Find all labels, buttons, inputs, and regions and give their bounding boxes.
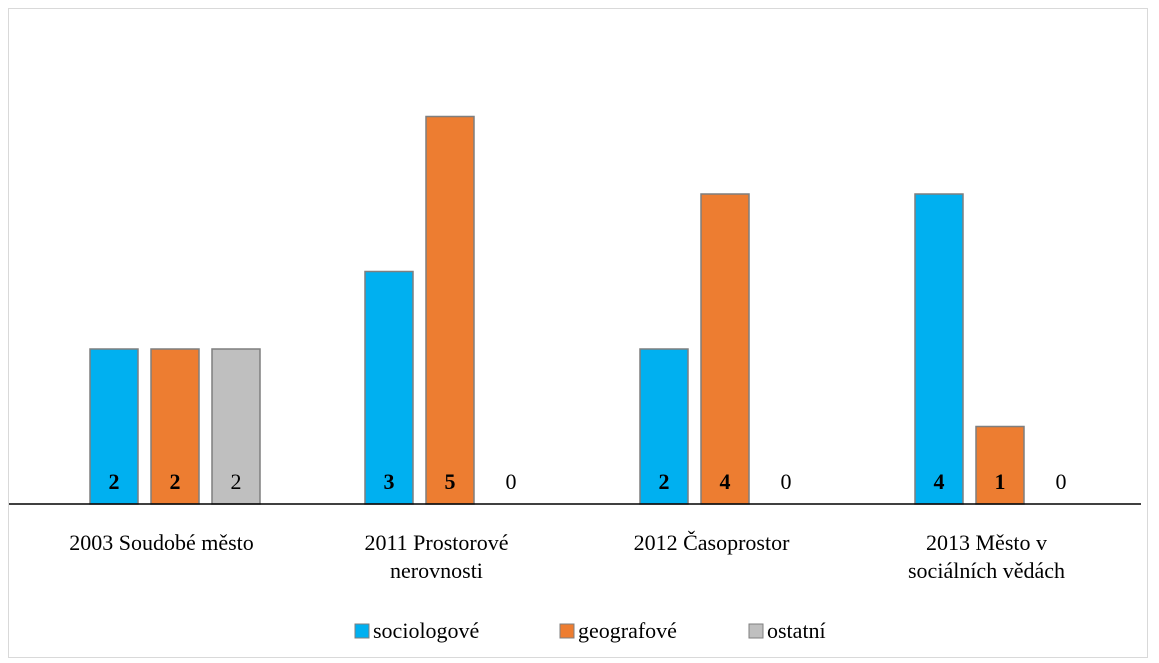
category-label-3: 2012 Časoprostor (634, 530, 791, 555)
data-label-ostatní-1: 2 (231, 469, 242, 494)
data-label-ostatní-3: 0 (781, 469, 792, 494)
bar-sociologové-4 (914, 193, 964, 505)
data-label-geografové-3: 4 (720, 469, 731, 494)
category-label-4: 2013 Město v sociálních vědách (908, 530, 1065, 583)
bar-geografové-2 (425, 115, 475, 505)
chart-frame: 2 2 2 2003 Soudobé město 3 5 0 2011 Prostorové n… (8, 8, 1148, 658)
data-label-sociologové-3: 2 (659, 469, 670, 494)
bar-chart: 2 2 2 2003 Soudobé město 3 5 0 2011 Prostorové n… (9, 115, 1141, 643)
legend-label-sociologové: sociologové (373, 618, 479, 643)
bar-ostatní-1 (211, 348, 261, 505)
data-label-geografové-4: 1 (995, 469, 1006, 494)
data-label-sociologové-2: 3 (384, 469, 395, 494)
bar-geografové-4 (975, 425, 1025, 505)
category-label-2: 2011 Prostorové nerovnosti (364, 530, 508, 583)
legend-swatch-ostatní (748, 623, 764, 639)
data-label-sociologové-4: 4 (934, 469, 945, 494)
legend-swatch-geografové (559, 623, 575, 639)
bar-geografové-1 (150, 348, 200, 505)
bar-geografové-3 (700, 193, 750, 505)
data-label-ostatní-4: 0 (1056, 469, 1067, 494)
data-label-ostatní-2: 0 (506, 469, 517, 494)
data-label-geografové-1: 2 (170, 469, 181, 494)
bar-sociologové-2 (364, 270, 414, 505)
legend-label-ostatní: ostatní (767, 618, 826, 643)
bar-sociologové-1 (89, 348, 139, 505)
data-label-geografové-2: 5 (445, 469, 456, 494)
legend-swatch-sociologové (354, 623, 370, 639)
category-label-1: 2003 Soudobé město (69, 530, 254, 555)
data-label-sociologové-1: 2 (109, 469, 120, 494)
legend-label-geografové: geografové (578, 618, 677, 643)
